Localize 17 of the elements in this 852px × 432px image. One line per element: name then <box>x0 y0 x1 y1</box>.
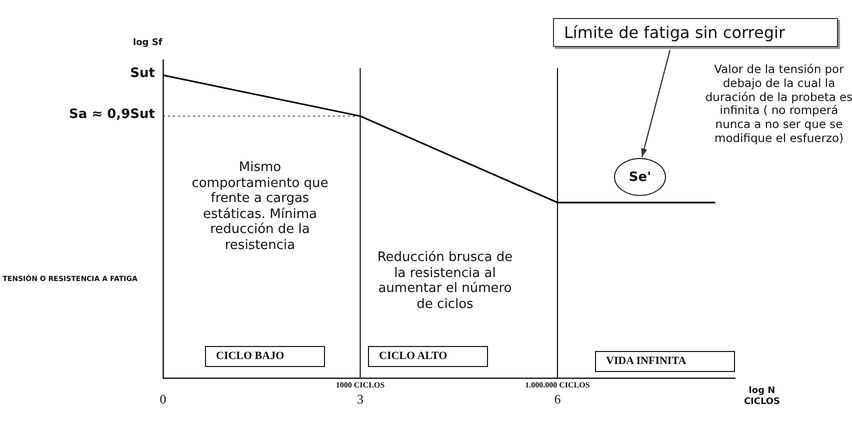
annotation: VIDA INFINITA <box>595 351 735 372</box>
x-tick-label: 6 <box>554 392 562 407</box>
annotation: CICLO BAJO <box>205 346 325 368</box>
annotation: CICLO ALTO <box>368 346 488 368</box>
annotation: Mismo comportamiento que frente a cargas estáticas. Mínima reducción de la resistencia <box>190 160 330 254</box>
annotation: Valor de la tensión por debajo de la cual la duración de la probeta es infinita ( no romperá nunca a no ser que se modifique el esfuerzo) <box>705 62 852 146</box>
y-axis-title: log Sf <box>133 38 162 49</box>
annotation: Se' <box>614 158 666 196</box>
x-tick-label: 3 <box>356 392 364 407</box>
annotation: Sut <box>130 66 155 82</box>
annotation: Sa ≈ 0,9Sut <box>69 107 155 123</box>
ref-line-label: 1000 CICLOS <box>336 380 386 390</box>
ref-line-label: 1.000.000 CICLOS <box>525 380 590 390</box>
text: Límite de fatiga sin corregir <box>553 18 838 48</box>
x-tick-label: 0 <box>160 392 166 407</box>
annotation: Reducción brusca de la resistencia al aumentar el número de ciclos <box>376 250 514 312</box>
x-axis-title: log N CICLOS <box>742 386 782 408</box>
